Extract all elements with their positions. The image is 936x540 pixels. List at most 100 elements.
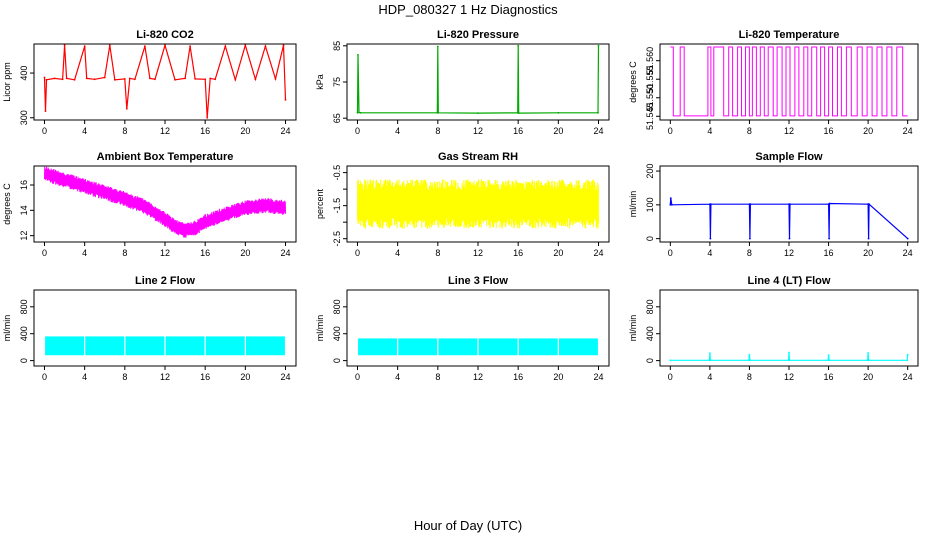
data-point [828, 359, 830, 362]
x-tick-label: 0 [668, 126, 673, 136]
data-point [709, 237, 712, 240]
x-tick-label: 4 [82, 126, 87, 136]
y-tick-label: 800 [332, 299, 342, 314]
data-point [282, 44, 285, 47]
chart-panel-3: Li-820 Temperature degrees C 0 4 8 12 16 20 24 51… [628, 29, 919, 136]
data-point [184, 77, 187, 80]
panel-title: Li-820 Temperature [739, 29, 840, 41]
data-point [123, 78, 126, 80]
data-point [359, 111, 362, 114]
chart-panel-5: Gas Stream RH percent 0 4 8 12 16 20 24 -2.5 -1.5 -… [315, 151, 610, 258]
y-tick-label: 400 [332, 326, 342, 341]
y-tick-label: 0 [645, 236, 655, 241]
data-point [710, 203, 712, 206]
x-tick-label: 4 [707, 248, 712, 258]
plot-area [358, 338, 598, 356]
x-tick-label: 0 [355, 248, 360, 258]
panel-title: Li-820 CO2 [136, 29, 193, 41]
x-tick-label: 4 [395, 248, 400, 258]
y-tick-label: 75 [332, 77, 342, 87]
y-tick-label: 65 [332, 113, 342, 123]
y-tick-label: 400 [645, 326, 655, 341]
data-series-line [670, 352, 909, 361]
y-axis-label: ml/min [628, 191, 638, 218]
plot-frame [659, 165, 919, 243]
x-tick-label: 8 [747, 248, 752, 258]
y-tick-label: 51.545 [645, 103, 655, 131]
x-tick-label: 4 [395, 372, 400, 382]
data-point [44, 110, 47, 112]
plot-area [356, 44, 600, 114]
y-tick-label: -1.5 [332, 198, 342, 214]
data-point [194, 78, 197, 80]
chart-panel-4: Ambient Box Temperature degrees C 0 4 8 12 16 2… [2, 151, 297, 258]
plot-area [669, 351, 909, 362]
x-tick-label: 20 [863, 248, 873, 258]
x-tick-label: 16 [824, 126, 834, 136]
data-point [828, 237, 830, 240]
x-tick-label: 4 [82, 372, 87, 382]
plot-area [670, 46, 908, 117]
x-tick-label: 0 [355, 126, 360, 136]
data-segment [398, 338, 438, 356]
data-series-band [357, 179, 599, 229]
y-tick-label: 400 [19, 326, 29, 341]
x-tick-label: 12 [784, 248, 794, 258]
data-point [103, 76, 106, 79]
data-segment [478, 338, 518, 356]
data-series-line [43, 44, 287, 118]
x-tick-label: 24 [903, 126, 913, 136]
y-tick-label: 51.555 [645, 65, 655, 93]
y-tick-label: 200 [645, 164, 655, 179]
data-point [867, 237, 870, 240]
data-point [749, 359, 751, 362]
x-tick-label: 0 [42, 372, 47, 382]
x-tick-label: 12 [784, 372, 794, 382]
data-segment [165, 336, 205, 356]
data-point [93, 78, 96, 81]
chart-panel-8: Line 3 Flow ml/min 0 4 8 12 16 20 24 0 400 800 [315, 275, 610, 382]
data-point [669, 197, 672, 200]
x-tick-label: 4 [82, 248, 87, 258]
data-point [214, 78, 217, 81]
data-point [788, 351, 790, 354]
data-point [174, 78, 176, 81]
x-tick-label: 12 [473, 126, 483, 136]
x-tick-label: 12 [160, 248, 170, 258]
y-tick-label: -2.5 [332, 231, 342, 247]
data-point [597, 111, 599, 114]
data-point [61, 78, 64, 81]
data-point [43, 76, 46, 79]
x-tick-label: 24 [594, 126, 604, 136]
data-point [597, 44, 600, 47]
panel-title: Sample Flow [755, 151, 823, 163]
data-point [669, 359, 672, 362]
data-segment [245, 336, 285, 356]
x-tick-label: 16 [513, 248, 523, 258]
x-tick-label: 12 [160, 372, 170, 382]
x-tick-label: 4 [707, 372, 712, 382]
data-segment [205, 336, 245, 356]
data-point [828, 202, 831, 205]
data-segment [45, 336, 85, 356]
x-tick-label: 16 [200, 372, 210, 382]
x-tick-label: 4 [707, 126, 712, 136]
plot-frame [346, 289, 610, 367]
chart-panel-9: Line 4 (LT) Flow ml/min 0 4 8 12 16 20 24 0 400 800 [628, 275, 919, 382]
plot-frame [659, 43, 919, 121]
data-point [749, 203, 752, 206]
x-tick-label: 20 [240, 248, 250, 258]
panel-title: Li-820 Pressure [437, 29, 519, 41]
data-point [867, 359, 870, 362]
y-tick-label: 0 [19, 358, 29, 363]
x-tick-label: 24 [281, 372, 291, 382]
x-tick-label: 20 [240, 126, 250, 136]
x-tick-label: 20 [863, 372, 873, 382]
data-point [557, 111, 560, 114]
data-point [209, 77, 212, 80]
data-point [204, 78, 207, 81]
x-tick-label: 0 [668, 372, 673, 382]
panel-title: Ambient Box Temperature [97, 151, 234, 163]
x-tick-label: 24 [903, 372, 913, 382]
